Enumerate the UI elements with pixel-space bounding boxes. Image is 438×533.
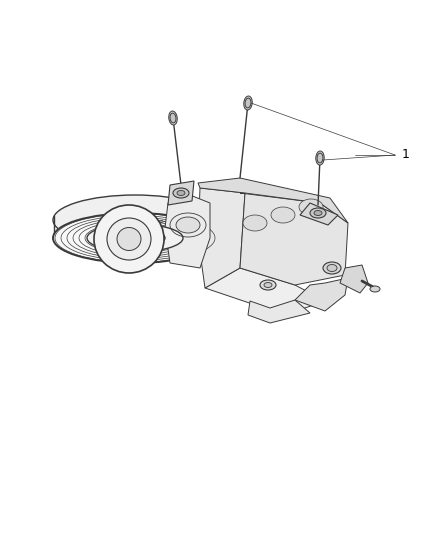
Polygon shape <box>340 265 368 293</box>
Ellipse shape <box>271 207 295 223</box>
Ellipse shape <box>87 224 183 252</box>
Ellipse shape <box>176 217 200 233</box>
Ellipse shape <box>260 280 276 290</box>
Ellipse shape <box>245 98 251 108</box>
Ellipse shape <box>94 205 164 273</box>
Ellipse shape <box>244 96 252 110</box>
Ellipse shape <box>370 286 380 292</box>
Ellipse shape <box>169 111 177 125</box>
Ellipse shape <box>317 153 323 163</box>
Ellipse shape <box>177 190 185 196</box>
Ellipse shape <box>310 208 326 218</box>
Ellipse shape <box>105 229 165 247</box>
Ellipse shape <box>170 113 176 123</box>
Polygon shape <box>198 188 245 288</box>
Ellipse shape <box>316 151 324 165</box>
Ellipse shape <box>107 218 151 260</box>
Polygon shape <box>300 203 338 225</box>
Ellipse shape <box>53 195 217 245</box>
Polygon shape <box>205 268 325 315</box>
Polygon shape <box>198 178 348 223</box>
Polygon shape <box>295 278 348 311</box>
Ellipse shape <box>243 215 267 231</box>
Polygon shape <box>168 181 194 205</box>
Polygon shape <box>165 195 210 268</box>
Ellipse shape <box>323 262 341 274</box>
Polygon shape <box>240 193 348 285</box>
Ellipse shape <box>314 211 322 215</box>
Ellipse shape <box>117 228 141 251</box>
Text: 1: 1 <box>402 149 410 161</box>
Ellipse shape <box>53 213 217 263</box>
Polygon shape <box>248 300 310 323</box>
Ellipse shape <box>264 282 272 287</box>
Ellipse shape <box>327 264 337 271</box>
Ellipse shape <box>173 188 189 198</box>
Ellipse shape <box>299 199 323 215</box>
